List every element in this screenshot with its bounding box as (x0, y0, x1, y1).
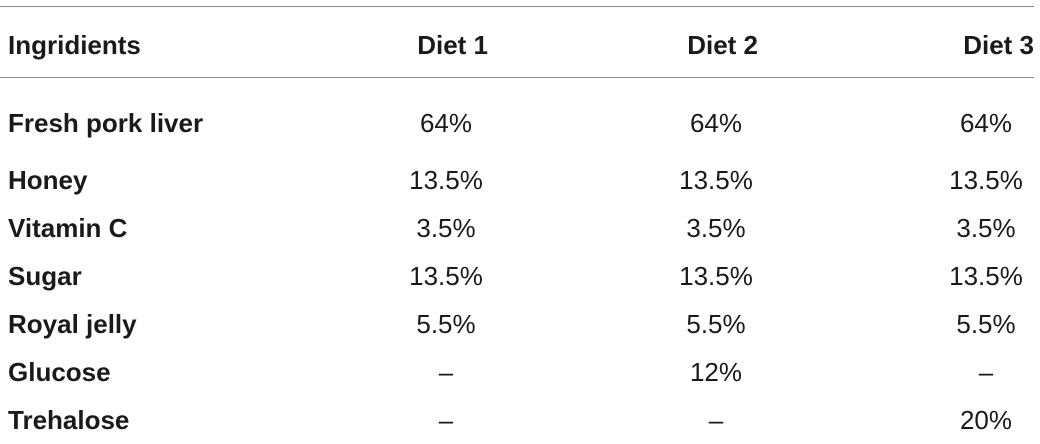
ingredient-name: Fresh pork liver (8, 107, 204, 138)
cell-value: 12% (689, 356, 743, 387)
cell-value: 13.5% (949, 260, 1023, 291)
cell-value: 5.5% (956, 308, 1016, 339)
cell-value: 13.5% (679, 164, 753, 195)
diet-2-value: 64% (488, 84, 758, 156)
diet-3-value: 5.5% (758, 300, 1040, 348)
cell-value: 3.5% (416, 212, 476, 243)
cell-value: – (438, 356, 454, 387)
cell-value: – (978, 356, 994, 387)
diet-1-value: 13.5% (300, 252, 488, 300)
cell-value: – (708, 404, 724, 435)
top-rule (0, 6, 1034, 7)
diet-3-value: 13.5% (758, 156, 1040, 204)
diet-2-value: 12% (488, 348, 758, 396)
cell-value: 13.5% (409, 164, 483, 195)
diet-2-value: 5.5% (488, 300, 758, 348)
diet-3-value: 3.5% (758, 204, 1040, 252)
diet-2-value: 13.5% (488, 156, 758, 204)
ingredient-name: Honey (8, 164, 88, 195)
diet-2-value: 3.5% (488, 204, 758, 252)
cell-value: 3.5% (956, 212, 1016, 243)
diet-1-value: 5.5% (300, 300, 488, 348)
cell-value: 5.5% (686, 308, 746, 339)
ingredient-name: Trehalose (8, 404, 130, 435)
header-diet-2: Diet 2 (687, 29, 758, 60)
ingredient-name: Sugar (8, 260, 82, 291)
table-row: Trehalose – – 20% (0, 396, 1040, 444)
table-row: Glucose – 12% – (0, 348, 1040, 396)
diet-1-value: 64% (300, 84, 488, 156)
ingredient-name: Royal jelly (8, 308, 137, 339)
cell-value: 13.5% (679, 260, 753, 291)
diet-3-value: 13.5% (758, 252, 1040, 300)
table-row: Honey 13.5% 13.5% 13.5% (0, 156, 1040, 204)
diet-1-value: 3.5% (300, 204, 488, 252)
cell-value: 13.5% (409, 260, 483, 291)
ingredient-name: Glucose (8, 356, 111, 387)
cell-value: 13.5% (949, 164, 1023, 195)
cell-value: 64% (959, 107, 1013, 138)
cell-value: 3.5% (686, 212, 746, 243)
header-rule (0, 77, 1034, 78)
ingredient-name: Vitamin C (8, 212, 128, 243)
diet-1-value: – (300, 348, 488, 396)
diet-2-value: 13.5% (488, 252, 758, 300)
header-ingredients: Ingridients (8, 29, 141, 60)
diet-1-value: 13.5% (300, 156, 488, 204)
diet-ingredients-table: Ingridients Diet 1 Diet 2 Diet 3 Fresh p… (0, 6, 1034, 435)
cell-value: – (438, 404, 454, 435)
cell-value: 20% (959, 404, 1013, 435)
table-row: Sugar 13.5% 13.5% 13.5% (0, 252, 1040, 300)
diet-3-value: 20% (758, 396, 1040, 444)
table-row: Fresh pork liver 64% 64% 64% (0, 84, 1040, 156)
table-row: Vitamin C 3.5% 3.5% 3.5% (0, 204, 1040, 252)
table-row: Royal jelly 5.5% 5.5% 5.5% (0, 300, 1040, 348)
diet-3-value: – (758, 348, 1040, 396)
cell-value: 64% (689, 107, 743, 138)
header-row: Ingridients Diet 1 Diet 2 Diet 3 (0, 0, 1040, 84)
cell-value: 5.5% (416, 308, 476, 339)
diet-2-value: – (488, 396, 758, 444)
header-diet-1: Diet 1 (417, 29, 488, 60)
diet-1-value: – (300, 396, 488, 444)
diet-3-value: 64% (758, 84, 1040, 156)
header-diet-3: Diet 3 (963, 29, 1034, 60)
cell-value: 64% (419, 107, 473, 138)
